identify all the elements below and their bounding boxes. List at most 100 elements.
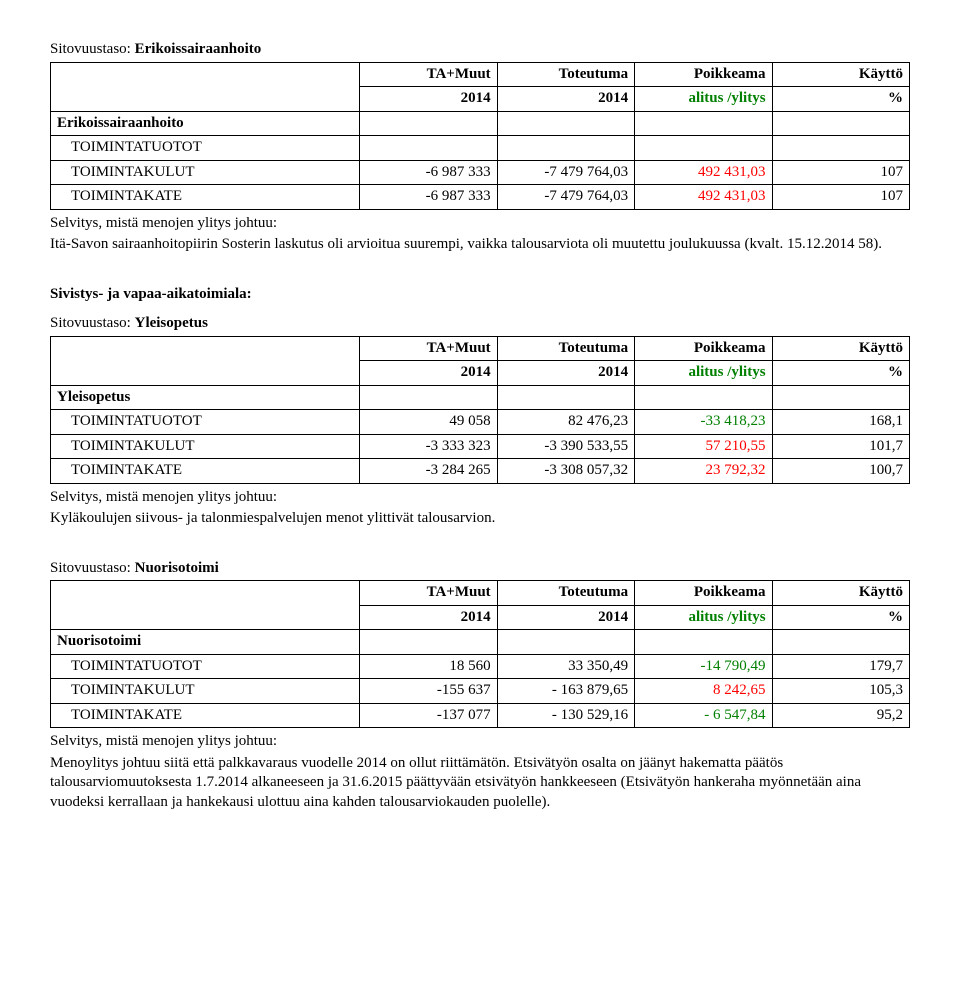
col-header: Poikkeama [635, 336, 772, 361]
sitovuustaso-value: Yleisopetus [135, 315, 208, 331]
table-row: TOIMINTAKATE -3 284 265 -3 308 057,32 23… [51, 459, 910, 484]
col-header: Käyttö [772, 62, 909, 87]
cell: 49 058 [360, 410, 497, 435]
cell: -6 987 333 [360, 185, 497, 210]
col-header: Käyttö [772, 336, 909, 361]
col-header: Toteutuma [497, 62, 634, 87]
sitovuustaso-prefix: Sitovuustaso: [50, 560, 135, 576]
cell-green: -33 418,23 [635, 410, 772, 435]
col-header: 2014 [360, 361, 497, 386]
sitovuustaso-prefix: Sitovuustaso: [50, 315, 135, 331]
table-yleisopetus: TA+Muut Toteutuma Poikkeama Käyttö 2014 … [50, 336, 910, 484]
row-label: TOIMINTAKATE [51, 459, 360, 484]
cell: -3 390 533,55 [497, 434, 634, 459]
col-header-green: alitus /ylitys [688, 364, 765, 380]
note-body: Itä-Savon sairaanhoitopiirin Sosterin la… [50, 235, 910, 255]
row-label: TOIMINTATUOTOT [51, 136, 360, 161]
cell-red: 492 431,03 [635, 160, 772, 185]
note-label: Selvitys, mistä menojen ylitys johtuu: [50, 214, 910, 234]
cell [772, 136, 909, 161]
col-header: TA+Muut [360, 336, 497, 361]
cell: -137 077 [360, 703, 497, 728]
cell: -3 308 057,32 [497, 459, 634, 484]
cell [635, 136, 772, 161]
table-row: TOIMINTATUOTOT 18 560 33 350,49 -14 790,… [51, 654, 910, 679]
cell: 107 [772, 185, 909, 210]
row-label: TOIMINTATUOTOT [51, 410, 360, 435]
note-label: Selvitys, mistä menojen ylitys johtuu: [50, 732, 910, 752]
sitovuustaso-line-1: Sitovuustaso: Erikoissairaanhoito [50, 40, 910, 60]
cell: 100,7 [772, 459, 909, 484]
col-header: 2014 [360, 605, 497, 630]
col-header: % [772, 361, 909, 386]
group-label: Nuorisotoimi [51, 630, 360, 655]
cell: 105,3 [772, 679, 909, 704]
cell: -155 637 [360, 679, 497, 704]
col-header: % [772, 605, 909, 630]
table-row: TOIMINTAKULUT -3 333 323 -3 390 533,55 5… [51, 434, 910, 459]
row-label: TOIMINTAKULUT [51, 679, 360, 704]
col-header: 2014 [360, 87, 497, 112]
cell-green: - 6 547,84 [635, 703, 772, 728]
table-row: TOIMINTAKATE -137 077 - 130 529,16 - 6 5… [51, 703, 910, 728]
table-erikoissairaanhoito: TA+Muut Toteutuma Poikkeama Käyttö 2014 … [50, 62, 910, 210]
table-row: TOIMINTATUOTOT [51, 136, 910, 161]
table-row: TOIMINTAKULUT -6 987 333 -7 479 764,03 4… [51, 160, 910, 185]
table-nuorisotoimi: TA+Muut Toteutuma Poikkeama Käyttö 2014 … [50, 580, 910, 728]
note-body: Kyläkoulujen siivous- ja talonmiespalvel… [50, 509, 910, 529]
cell: 82 476,23 [497, 410, 634, 435]
cell-red: 8 242,65 [635, 679, 772, 704]
table-row: TOIMINTAKULUT -155 637 - 163 879,65 8 24… [51, 679, 910, 704]
col-header: TA+Muut [360, 62, 497, 87]
group-label: Yleisopetus [51, 385, 360, 410]
cell-red: 57 210,55 [635, 434, 772, 459]
cell: 168,1 [772, 410, 909, 435]
cell-red: 492 431,03 [635, 185, 772, 210]
col-header: Poikkeama [635, 62, 772, 87]
cell [360, 136, 497, 161]
row-label: TOIMINTATUOTOT [51, 654, 360, 679]
col-header: Käyttö [772, 581, 909, 606]
col-header: % [772, 87, 909, 112]
col-header: 2014 [497, 361, 634, 386]
note-body: Menoylitys johtuu siitä että palkkavarau… [50, 754, 910, 813]
sitovuustaso-line-3: Sitovuustaso: Nuorisotoimi [50, 559, 910, 579]
cell: 179,7 [772, 654, 909, 679]
cell: -3 284 265 [360, 459, 497, 484]
col-header: Toteutuma [497, 336, 634, 361]
row-label: TOIMINTAKULUT [51, 434, 360, 459]
cell: - 163 879,65 [497, 679, 634, 704]
row-label: TOIMINTAKULUT [51, 160, 360, 185]
cell-green: -14 790,49 [635, 654, 772, 679]
cell: - 130 529,16 [497, 703, 634, 728]
note-label: Selvitys, mistä menojen ylitys johtuu: [50, 488, 910, 508]
cell: 101,7 [772, 434, 909, 459]
col-header: 2014 [497, 605, 634, 630]
cell: 95,2 [772, 703, 909, 728]
sitovuustaso-value: Nuorisotoimi [135, 560, 219, 576]
cell: -6 987 333 [360, 160, 497, 185]
sitovuustaso-line-2: Sitovuustaso: Yleisopetus [50, 314, 910, 334]
cell [497, 136, 634, 161]
cell: 18 560 [360, 654, 497, 679]
col-header-green: alitus /ylitys [688, 609, 765, 625]
cell: 107 [772, 160, 909, 185]
col-header: Toteutuma [497, 581, 634, 606]
col-header: 2014 [497, 87, 634, 112]
group-label: Erikoissairaanhoito [51, 111, 360, 136]
subheading-sivistys: Sivistys- ja vapaa-aikatoimiala: [50, 285, 910, 305]
table-row: TOIMINTAKATE -6 987 333 -7 479 764,03 49… [51, 185, 910, 210]
cell-red: 23 792,32 [635, 459, 772, 484]
row-label: TOIMINTAKATE [51, 185, 360, 210]
col-header: Poikkeama [635, 581, 772, 606]
row-label: TOIMINTAKATE [51, 703, 360, 728]
sitovuustaso-value: Erikoissairaanhoito [135, 41, 262, 57]
col-header: TA+Muut [360, 581, 497, 606]
col-header-green: alitus /ylitys [688, 90, 765, 106]
sitovuustaso-prefix: Sitovuustaso: [50, 41, 135, 57]
cell: -7 479 764,03 [497, 160, 634, 185]
cell: 33 350,49 [497, 654, 634, 679]
cell: -3 333 323 [360, 434, 497, 459]
table-row: TOIMINTATUOTOT 49 058 82 476,23 -33 418,… [51, 410, 910, 435]
cell: -7 479 764,03 [497, 185, 634, 210]
